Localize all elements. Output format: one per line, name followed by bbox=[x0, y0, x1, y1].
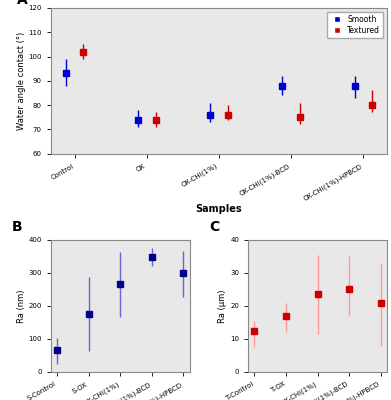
Y-axis label: Ra (nm): Ra (nm) bbox=[16, 289, 25, 322]
Legend: Smooth, Textured: Smooth, Textured bbox=[326, 12, 383, 38]
X-axis label: Samples: Samples bbox=[196, 204, 242, 214]
Text: B: B bbox=[12, 220, 23, 234]
Text: A: A bbox=[17, 0, 28, 6]
Y-axis label: Ra (μm): Ra (μm) bbox=[218, 289, 227, 322]
Text: C: C bbox=[209, 220, 219, 234]
Y-axis label: Water angle contact (°): Water angle contact (°) bbox=[16, 32, 25, 130]
